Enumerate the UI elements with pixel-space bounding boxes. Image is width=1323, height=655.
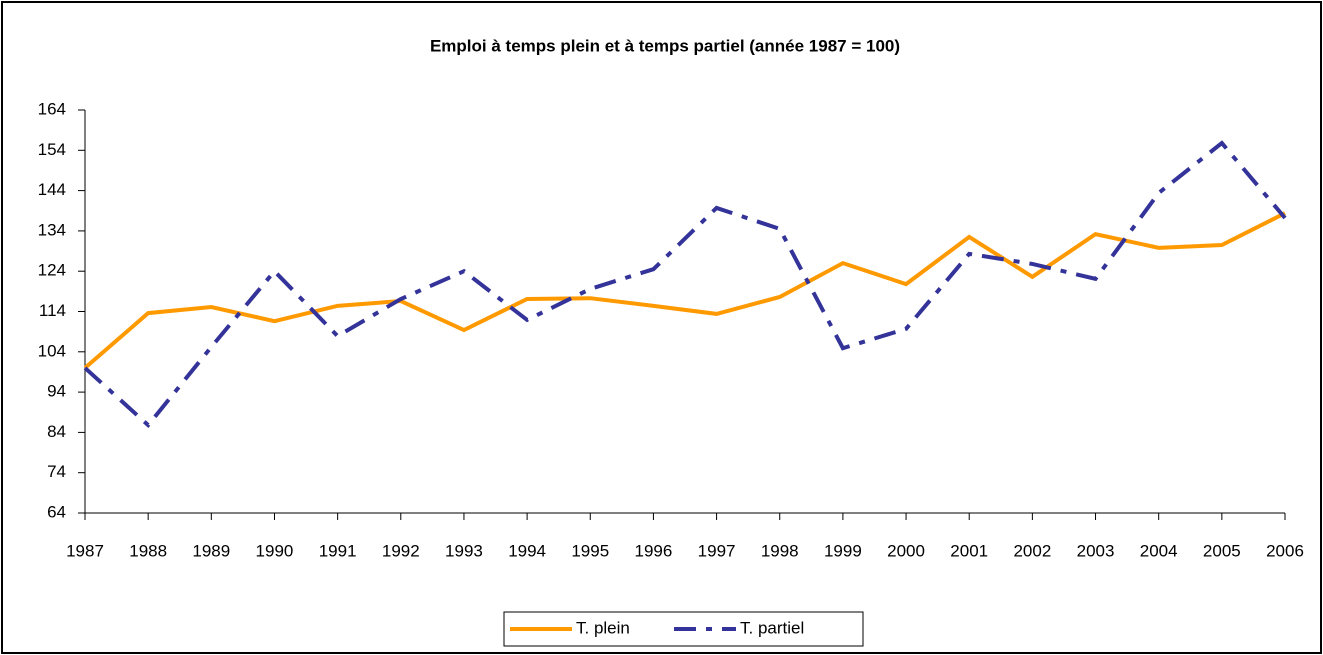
y-tick-label: 94: [47, 382, 66, 401]
x-tick-label: 1996: [635, 541, 673, 560]
chart-title: Emploi à temps plein et à temps partiel …: [430, 36, 900, 55]
x-tick-label: 1990: [256, 541, 294, 560]
x-tick-label: 1993: [445, 541, 483, 560]
x-tick-label: 1989: [192, 541, 230, 560]
x-tick-label: 2003: [1077, 541, 1115, 560]
series-line: [83, 211, 1286, 370]
x-tick-label: 1991: [319, 541, 357, 560]
x-tick-label: 2002: [1013, 541, 1051, 560]
y-tick-label: 134: [38, 220, 66, 239]
y-tick-label: 104: [38, 341, 66, 360]
x-tick-label: 1987: [66, 541, 104, 560]
x-tick-label: 1999: [824, 541, 862, 560]
series-line: [83, 140, 1287, 429]
y-tick-label: 144: [38, 180, 66, 199]
x-tick-label: 2005: [1203, 541, 1241, 560]
x-tick-label: 2006: [1266, 541, 1304, 560]
x-tick-label: 1997: [698, 541, 736, 560]
y-tick-label: 154: [38, 140, 66, 159]
y-tick-label: 114: [39, 301, 66, 320]
y-tick-label: 164: [38, 99, 66, 118]
y-tick-label: 64: [47, 502, 66, 521]
x-tick-label: 2004: [1140, 541, 1178, 560]
x-tick-label: 1994: [508, 541, 546, 560]
y-tick-label: 84: [47, 422, 66, 441]
y-tick-label: 124: [38, 261, 66, 280]
legend-label: T. partiel: [740, 618, 804, 637]
x-tick-label: 1995: [571, 541, 609, 560]
y-tick-label: 74: [47, 462, 66, 481]
x-tick-label: 2000: [887, 541, 925, 560]
x-tick-label: 1988: [129, 541, 167, 560]
x-tick-label: 1992: [382, 541, 420, 560]
legend-label: T. plein: [576, 618, 630, 637]
x-tick-label: 1998: [761, 541, 799, 560]
x-tick-label: 2001: [950, 541, 988, 560]
